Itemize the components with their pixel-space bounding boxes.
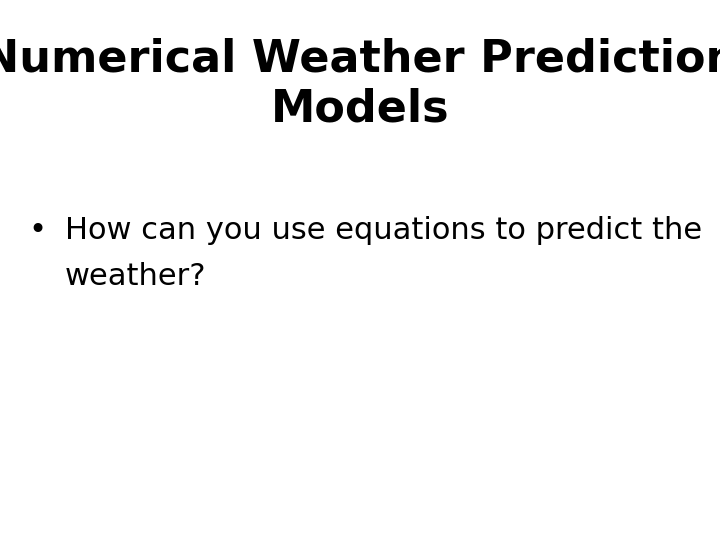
Text: weather?: weather? — [65, 262, 207, 291]
Text: Numerical Weather Prediction
Models: Numerical Weather Prediction Models — [0, 38, 720, 131]
Text: How can you use equations to predict the: How can you use equations to predict the — [65, 216, 702, 245]
Text: •: • — [29, 216, 47, 245]
